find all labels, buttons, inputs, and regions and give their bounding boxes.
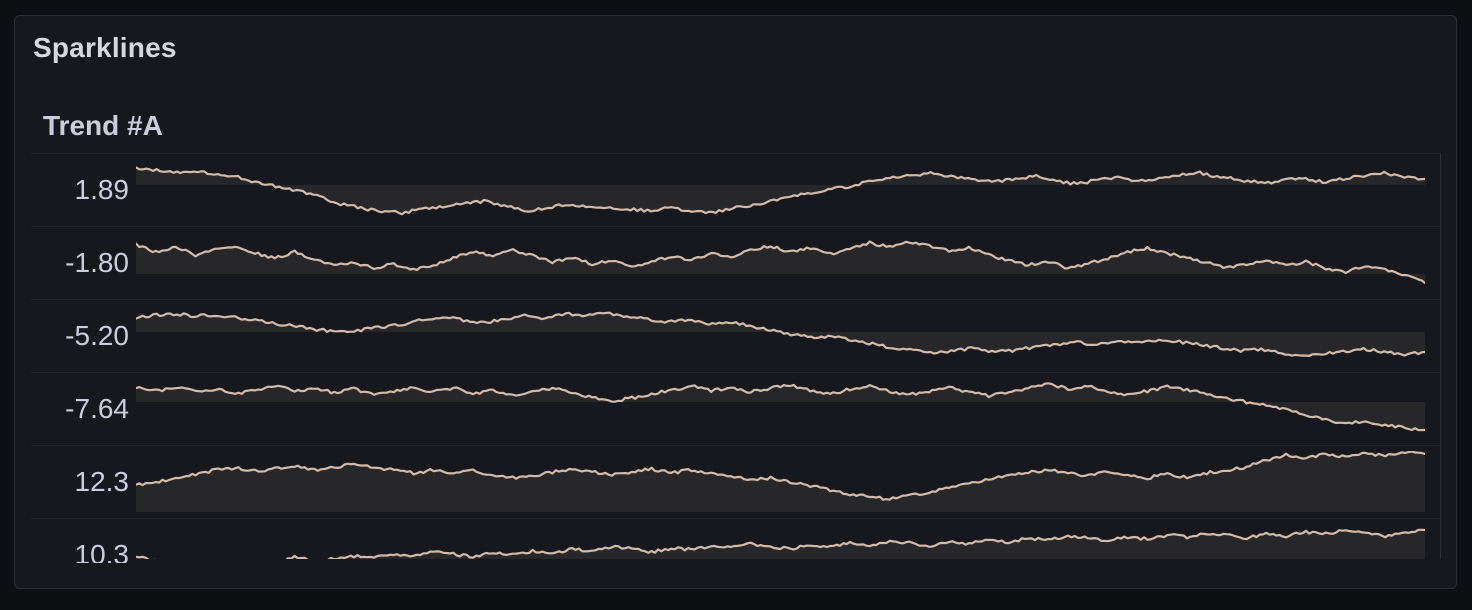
sparkline-chart	[136, 451, 1425, 512]
table-row: 10.3	[31, 519, 1440, 563]
column-header-trend-a[interactable]: Trend #A	[43, 110, 163, 141]
table-right-edge	[1440, 153, 1441, 559]
sparkline-chart	[136, 240, 1425, 285]
sparkline-chart	[136, 311, 1425, 358]
cell-value: -5.20	[65, 320, 129, 351]
sparklines-panel: Sparklines Trend #A 1.89 -1.80 -5.20 -7.64 1…	[14, 15, 1457, 589]
cell-value: 12.3	[74, 466, 130, 497]
table-row: 1.89	[31, 154, 1440, 227]
cell-value: 10.3	[74, 539, 130, 563]
table-row: 12.3	[31, 446, 1440, 519]
cell-value: 1.89	[74, 174, 130, 205]
cell-value: -1.80	[65, 247, 129, 278]
panel-title[interactable]: Sparklines	[33, 32, 177, 63]
table-row: -7.64	[31, 373, 1440, 446]
table-row: -1.80	[31, 227, 1440, 300]
sparkline-chart	[136, 166, 1425, 216]
table-row: -5.20	[31, 300, 1440, 373]
sparkline-chart	[136, 528, 1425, 559]
cell-value: -7.64	[65, 393, 129, 424]
table-rows[interactable]: 1.89 -1.80 -5.20 -7.64 12.3 10.3	[31, 153, 1440, 563]
sparkline-chart	[136, 382, 1425, 432]
